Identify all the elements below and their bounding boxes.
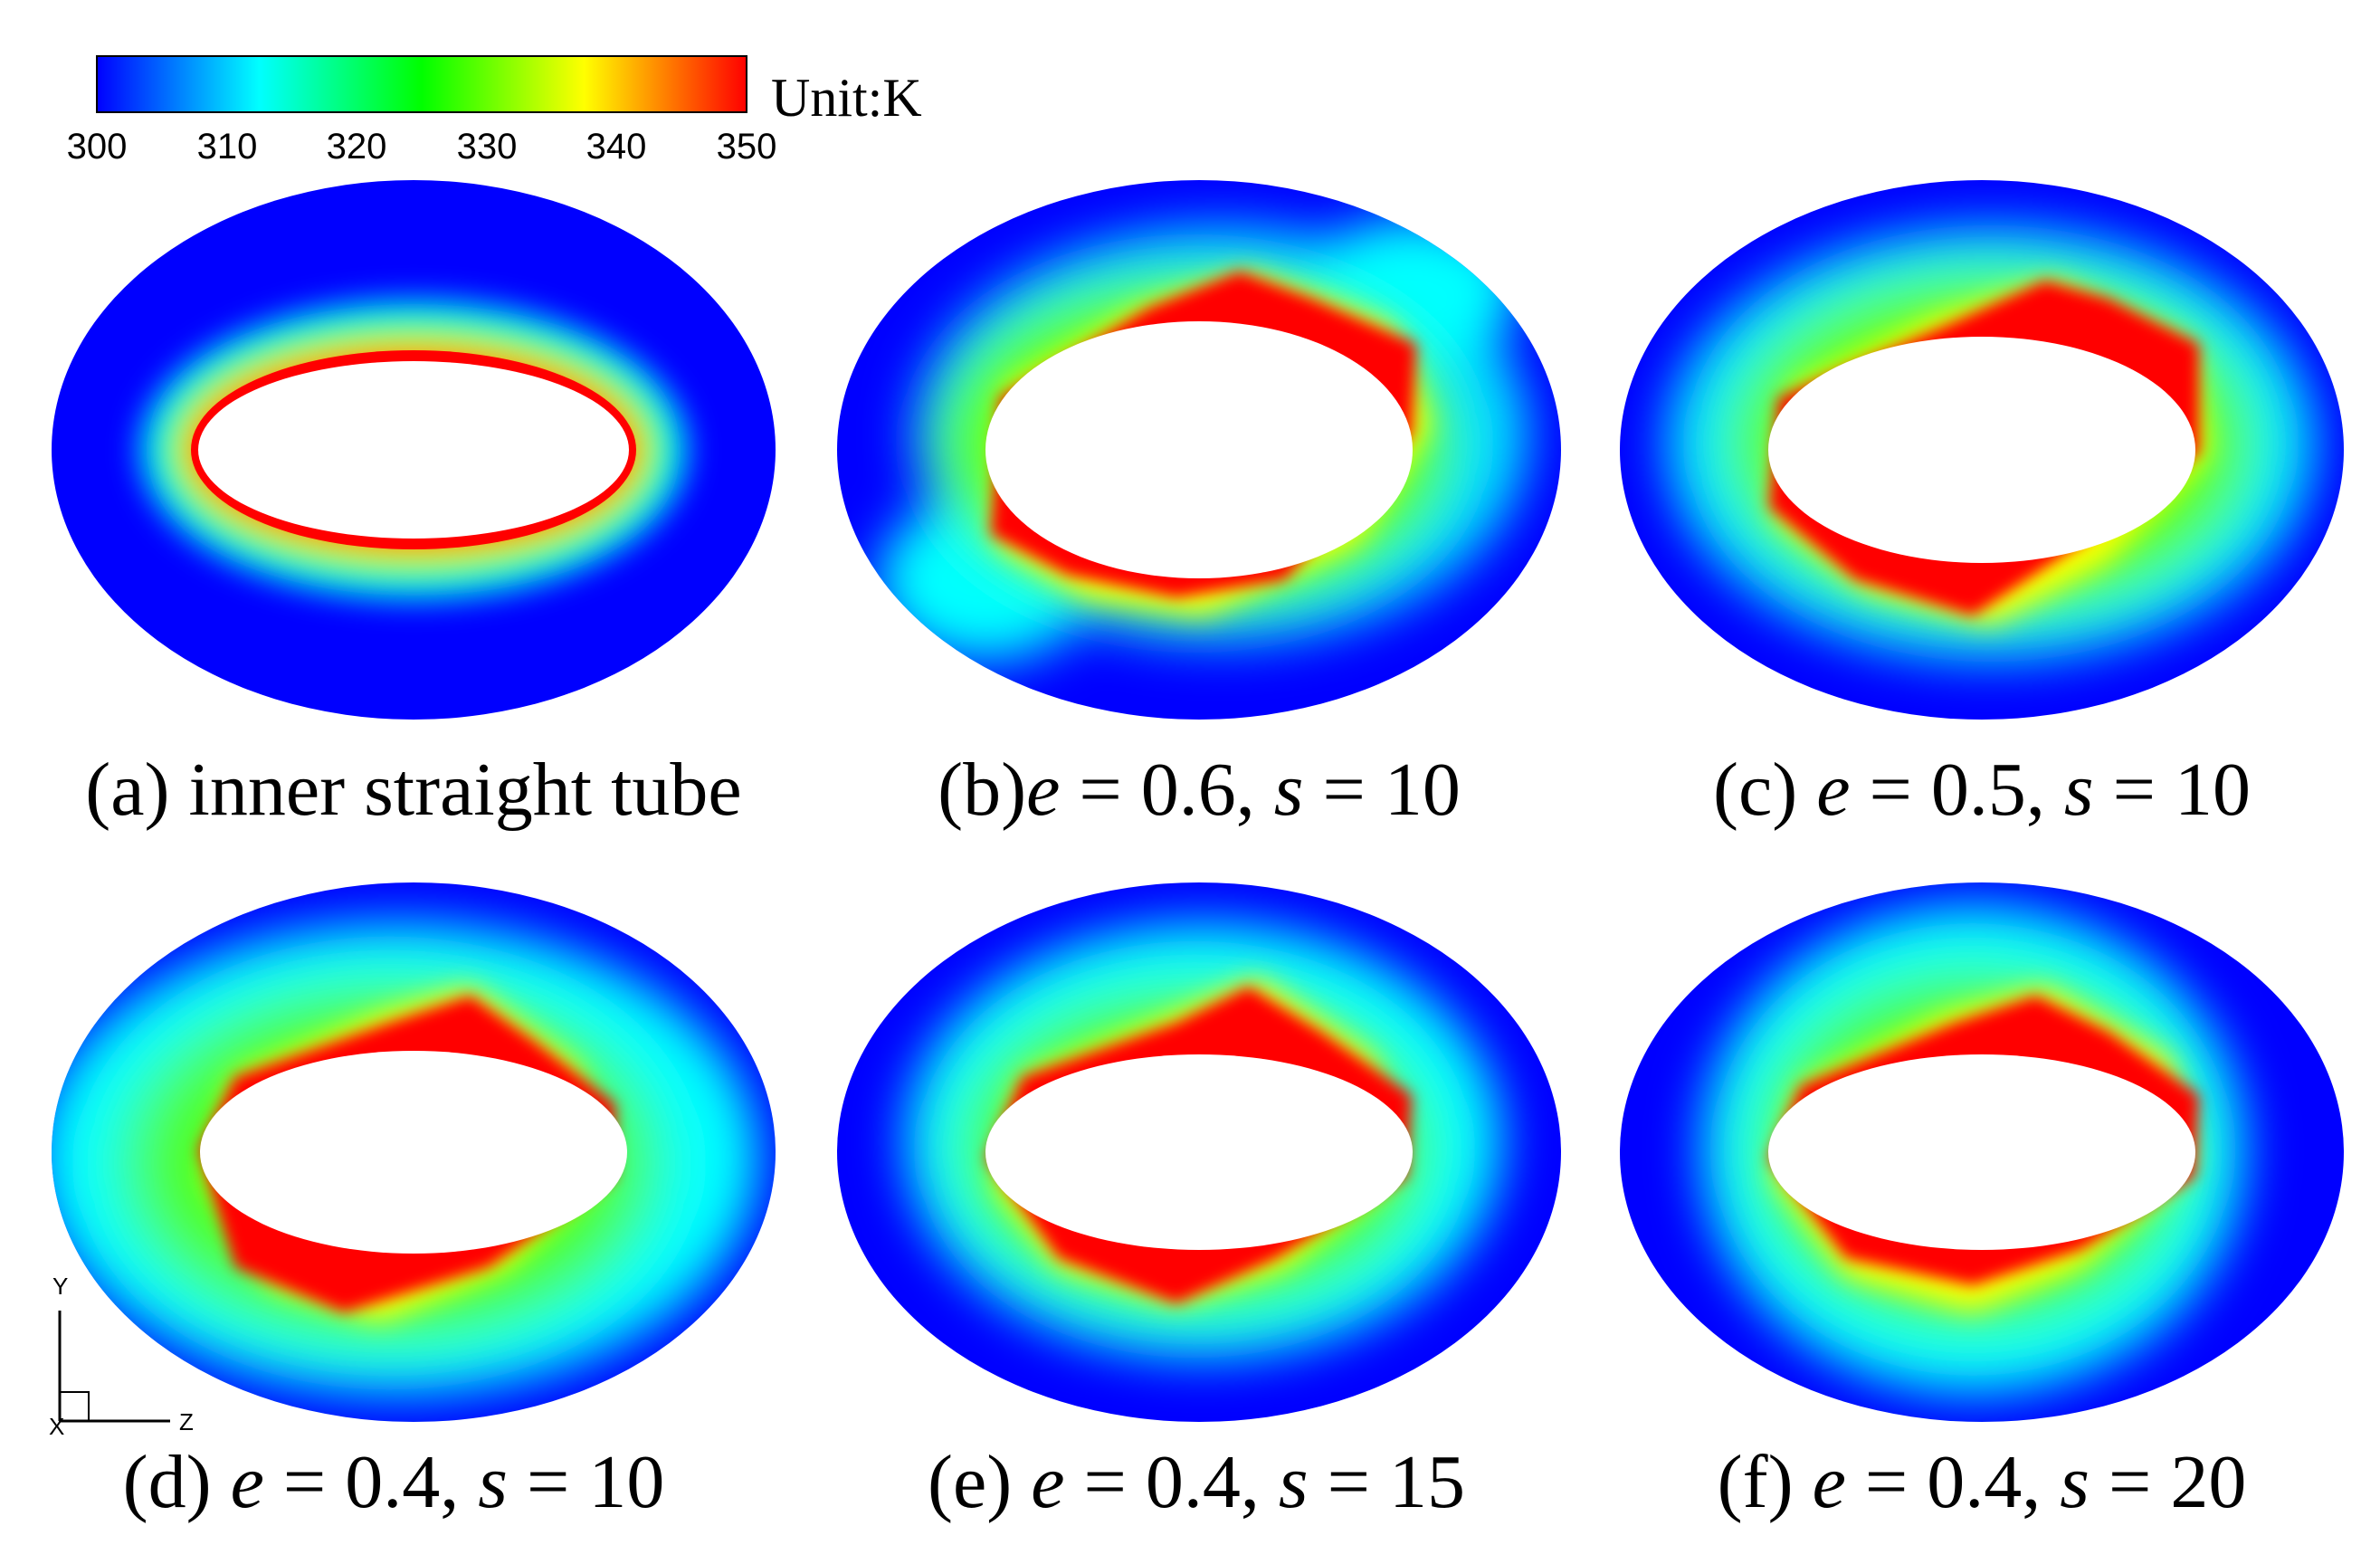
colorbar-tick-350: 350 (717, 127, 777, 167)
panel-c-contour (1620, 180, 2344, 720)
caption-f: (f) e = 0.4, s = 20 (1718, 1440, 2247, 1524)
caption-b: (b)e = 0.6, s = 10 (938, 748, 1461, 832)
axis-origin-box (59, 1391, 90, 1422)
colorbar-tick-310: 310 (197, 127, 258, 167)
colorbar-tick-330: 330 (457, 127, 518, 167)
panel-b-contour (837, 180, 1561, 720)
panel-d-contour (52, 882, 776, 1422)
colorbar-tick-300: 300 (67, 127, 128, 167)
axis-x-label: X (49, 1413, 64, 1440)
caption-c: (c) e = 0.5, s = 10 (1713, 748, 2251, 832)
axis-triad: Y Z X (49, 1273, 194, 1440)
colorbar-tick-340: 340 (586, 127, 647, 167)
colorbar-gradient (96, 55, 747, 113)
colorbar-unit-label: Unit:K (771, 68, 922, 128)
caption-d: (d) e = 0.4, s = 10 (123, 1440, 665, 1524)
panel-a-contour (52, 180, 776, 720)
colorbar-tick-320: 320 (327, 127, 387, 167)
caption-a: (a) inner straight tube (85, 748, 741, 832)
axis-y-label: Y (52, 1273, 68, 1300)
panel-f-contour (1620, 882, 2344, 1422)
caption-e: (e) e = 0.4, s = 15 (928, 1440, 1465, 1524)
panel-e-contour (837, 882, 1561, 1422)
axis-z-label: Z (179, 1408, 194, 1435)
colorbar: 300 310 320 330 340 350 Unit:K (67, 55, 922, 167)
